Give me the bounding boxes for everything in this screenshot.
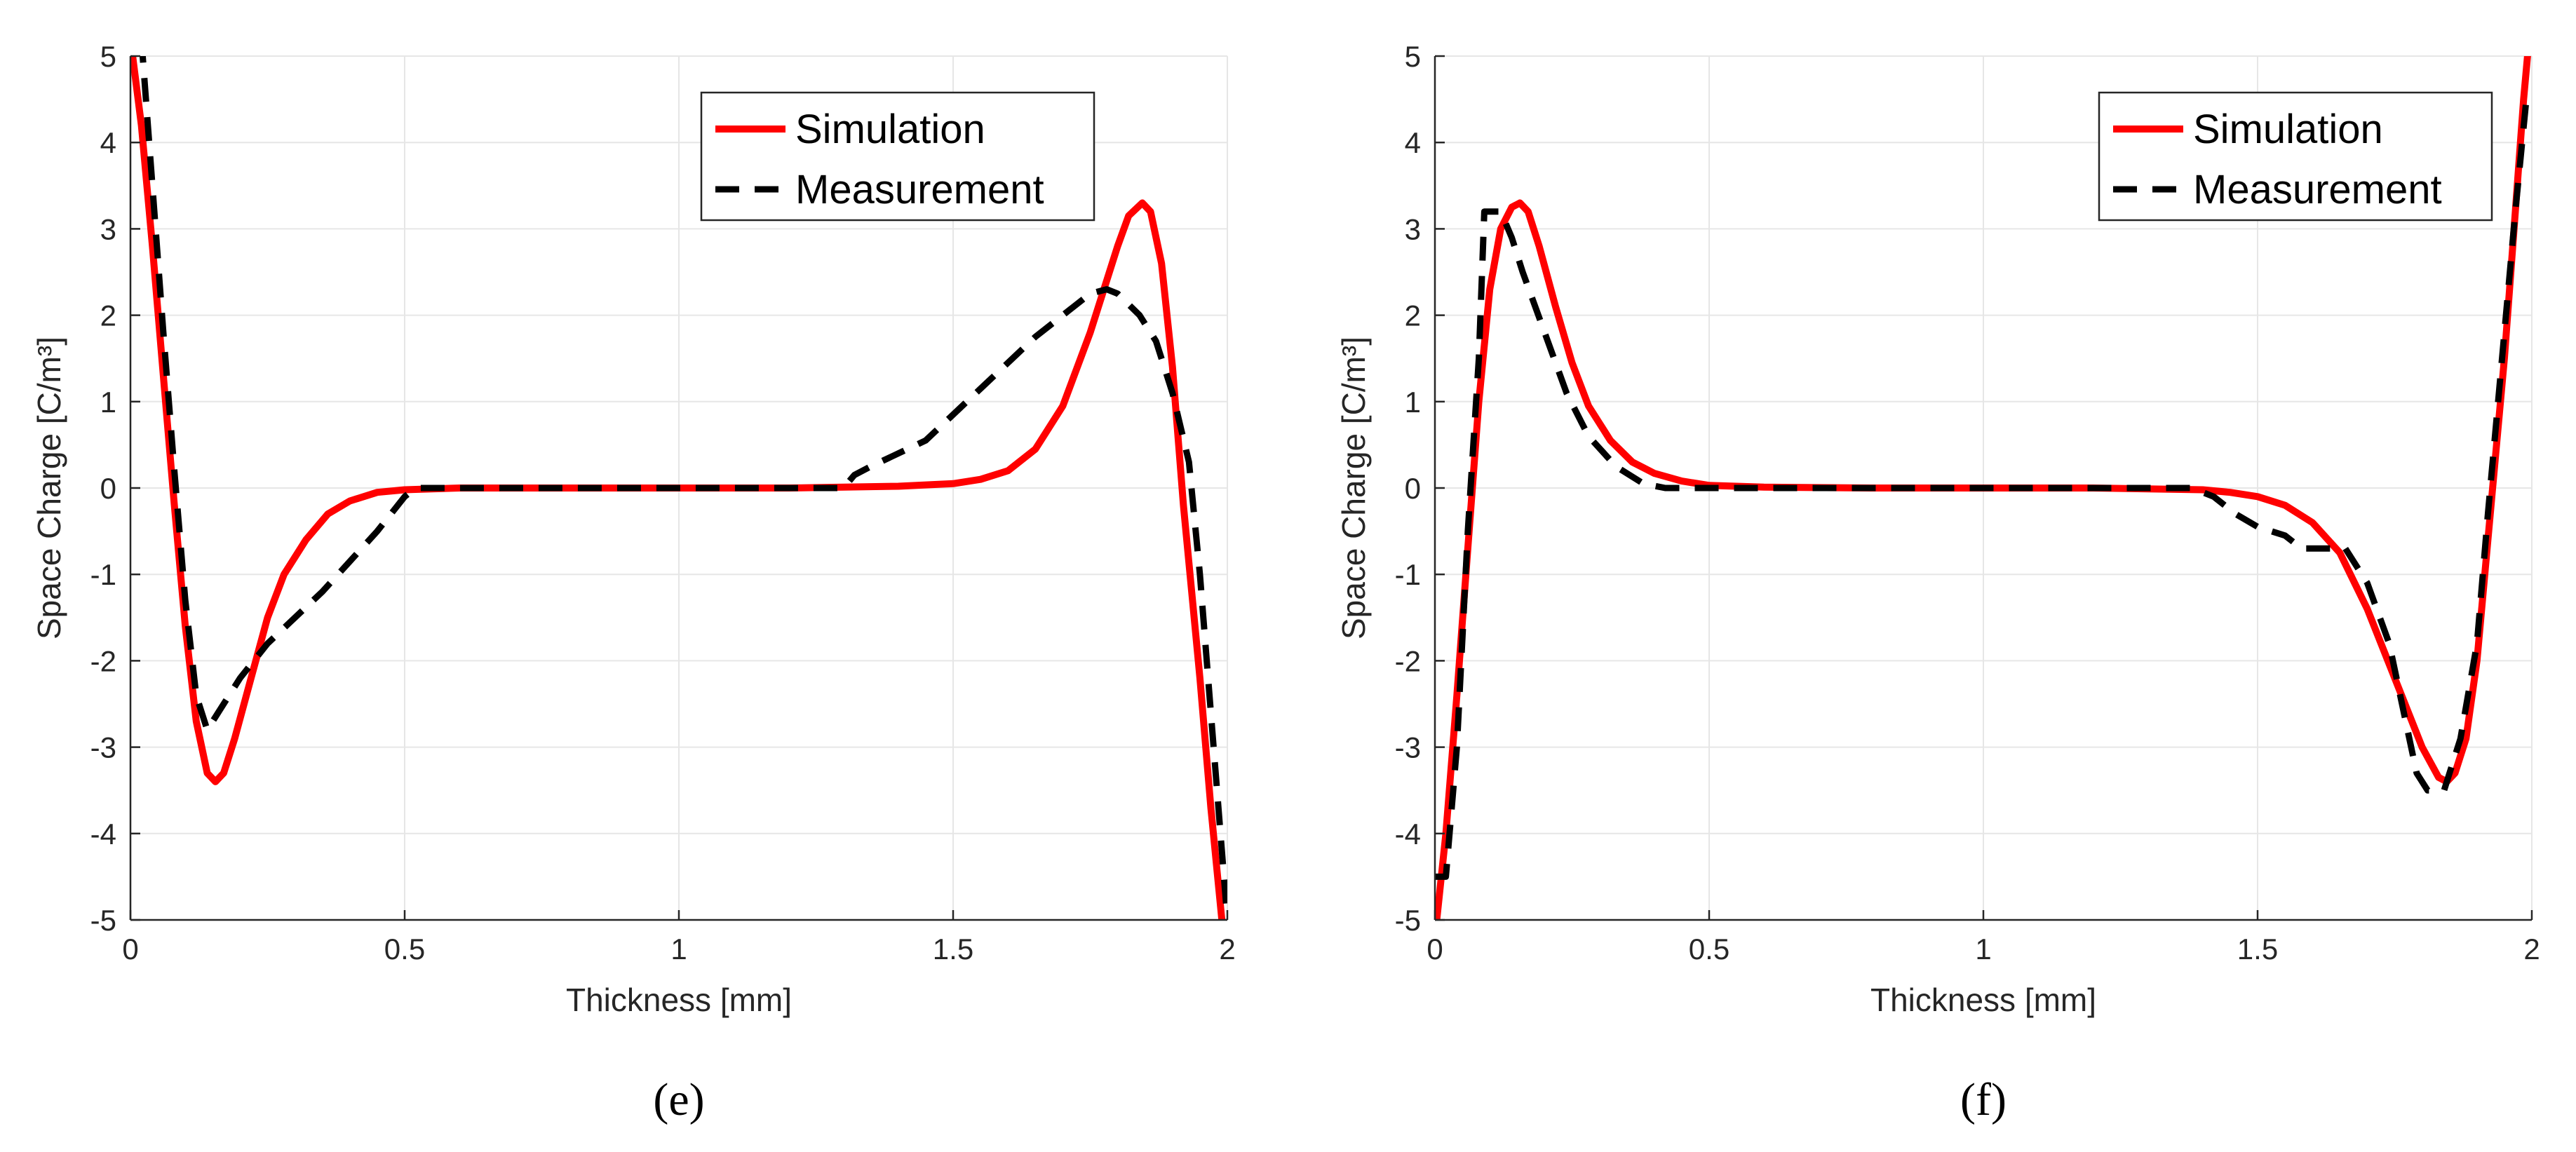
- x-tick-label: 1: [670, 933, 687, 965]
- y-tick-label: -1: [90, 558, 116, 591]
- legend-label-simulation: Simulation: [795, 107, 985, 152]
- x-axis-label: Thickness [mm]: [566, 982, 792, 1018]
- series-group: [1435, 56, 2532, 920]
- y-tick-label: -3: [1395, 731, 1421, 764]
- series-group: [130, 56, 1227, 920]
- x-tick-label: 0: [1427, 933, 1443, 965]
- series-line-measurement: [139, 56, 1227, 920]
- y-tick-label: -1: [1395, 558, 1421, 591]
- legend-label-measurement: Measurement: [2193, 167, 2442, 212]
- legend: Simulation Measurement: [2098, 91, 2493, 222]
- legend-label-simulation: Simulation: [2193, 107, 2383, 152]
- x-tick-label: 0.5: [384, 933, 425, 965]
- y-tick-label: 3: [100, 212, 116, 245]
- legend-box: [700, 91, 1095, 222]
- series-line-simulation: [130, 56, 1226, 920]
- y-tick-label: -4: [1395, 818, 1421, 851]
- y-tick-label: -2: [90, 644, 116, 677]
- chart-panel-e: 0 0.5 1 1.5 2 5 4 3 2 1 0 -1 -2 -3 -4 -5 Thickness [mm] S…: [31, 40, 1236, 1125]
- panel-label: (f): [1960, 1074, 2007, 1125]
- legend: Simulation Measurement: [700, 91, 1095, 222]
- panel-label: (e): [653, 1074, 704, 1125]
- y-tick-label: 0: [100, 472, 116, 505]
- x-tick-label: 2: [2523, 933, 2540, 965]
- x-tick-label: 1: [1975, 933, 1991, 965]
- y-axis-label: Space Charge [C/m³]: [1335, 337, 1372, 639]
- y-tick-label: 5: [1405, 40, 1421, 73]
- x-tick-label: 0.5: [1689, 933, 1729, 965]
- y-tick-label: 2: [1405, 299, 1421, 332]
- y-tick-label: 4: [1405, 126, 1421, 159]
- y-tick-label: 2: [100, 299, 116, 332]
- y-tick-label: 4: [100, 126, 116, 159]
- y-tick-label: 3: [1405, 212, 1421, 245]
- y-tick-label: 0: [1405, 472, 1421, 505]
- x-tick-label: 1.5: [2237, 933, 2278, 965]
- x-tick-label: 0: [122, 933, 138, 965]
- y-tick-label: -5: [90, 904, 116, 937]
- y-axis-label: Space Charge [C/m³]: [31, 337, 67, 639]
- x-axis-label: Thickness [mm]: [1870, 982, 2096, 1018]
- y-tick-label: 1: [100, 386, 116, 419]
- x-tick-label: 1.5: [933, 933, 973, 965]
- y-tick-label: 5: [100, 40, 116, 73]
- y-tick-label: 1: [1405, 386, 1421, 419]
- chart-panel-f: 0 0.5 1 1.5 2 5 4 3 2 1 0 -1 -2 -3 -4 -5 Thickness [mm] S…: [1335, 40, 2540, 1125]
- y-tick-label: -5: [1395, 904, 1421, 937]
- y-tick-label: -3: [90, 731, 116, 764]
- legend-label-measurement: Measurement: [795, 167, 1044, 212]
- x-tick-label: 2: [1219, 933, 1235, 965]
- y-tick-label: -2: [1395, 644, 1421, 677]
- legend-box: [2098, 91, 2493, 222]
- y-tick-label: -4: [90, 818, 116, 851]
